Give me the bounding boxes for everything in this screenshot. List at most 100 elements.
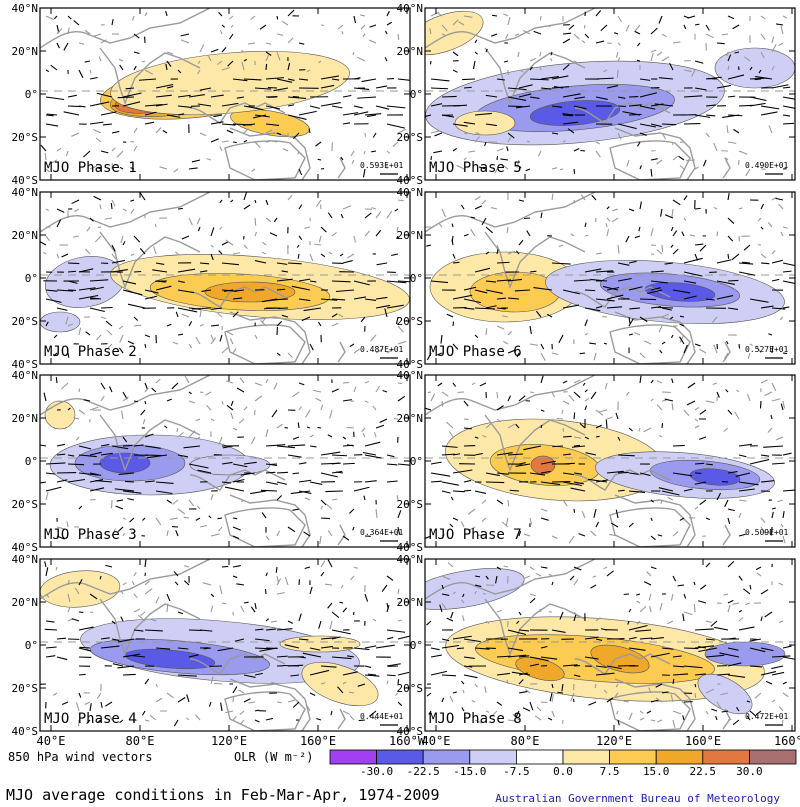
lat-label: 20°S xyxy=(397,315,424,328)
olr-contour xyxy=(704,641,786,667)
map-panel-7: 40°N 20°N 0° 20°S 40°S MJO Phase 7 0.509E+01 xyxy=(397,369,796,554)
lat-label: 40°N xyxy=(397,553,424,566)
wind-vectors-legend: 850 hPa wind vectors xyxy=(8,750,153,764)
phase-label: MJO Phase 8 xyxy=(429,711,522,727)
colorbar-swatch xyxy=(749,749,797,765)
vector-scale-label: 0.490E+01 xyxy=(745,161,789,170)
lon-label: 40°E xyxy=(37,734,66,748)
lat-label: 40°N xyxy=(12,553,39,566)
colorbar-tick: 30.0 xyxy=(736,765,763,778)
coastline xyxy=(40,192,346,364)
lat-label: 40°S xyxy=(397,541,424,554)
lat-label: 40°N xyxy=(12,186,39,199)
colorbar-swatch xyxy=(329,749,377,765)
lat-label: 40°S xyxy=(397,725,424,738)
coastline xyxy=(425,375,731,547)
lat-label: 20°S xyxy=(397,682,424,695)
colorbar-swatch xyxy=(469,749,517,765)
lat-label: 40°N xyxy=(397,186,424,199)
olr-contour xyxy=(301,661,379,707)
lat-label: 20°S xyxy=(12,131,39,144)
olr-contour xyxy=(454,110,516,136)
colorbar-tick: -22.5 xyxy=(407,765,440,778)
phase-label: MJO Phase 2 xyxy=(44,344,137,360)
colorbar-tick: 0.0 xyxy=(553,765,573,778)
map-panel-5: 40°N 20°N 0° 20°S 40°S MJO Phase 5 0.490E+01 xyxy=(397,2,796,187)
lon-label: 160°W xyxy=(774,734,800,748)
vector-scale-label: 0.364E+01 xyxy=(360,528,404,537)
colorbar-swatch xyxy=(702,749,750,765)
colorbar-tick: 22.5 xyxy=(690,765,717,778)
lat-label: 20°N xyxy=(397,412,424,425)
lat-label: 0° xyxy=(410,272,423,285)
lat-label: 20°N xyxy=(12,596,39,609)
coastline xyxy=(425,559,731,731)
lon-label: 120°E xyxy=(211,734,247,748)
olr-contour xyxy=(689,468,741,486)
lon-label: 120°E xyxy=(596,734,632,748)
phase-label: MJO Phase 5 xyxy=(429,160,522,176)
olr-contour xyxy=(279,635,361,653)
lon-label: 160°E xyxy=(685,734,721,748)
coastline xyxy=(40,8,346,180)
lat-label: 0° xyxy=(25,639,38,652)
lat-label: 0° xyxy=(25,88,38,101)
lat-label: 20°N xyxy=(397,229,424,242)
olr-contour xyxy=(425,10,484,56)
lat-label: 0° xyxy=(410,88,423,101)
colorbar-swatch xyxy=(655,749,704,765)
lat-label: 40°N xyxy=(12,369,39,382)
phase-label: MJO Phase 1 xyxy=(44,160,137,176)
colorbar-swatch xyxy=(516,749,564,765)
lat-label: 20°N xyxy=(12,229,39,242)
olr-contour xyxy=(530,455,556,475)
lat-label: 0° xyxy=(410,639,423,652)
phase-label: MJO Phase 6 xyxy=(429,344,522,360)
colorbar-swatch xyxy=(376,749,424,765)
lat-label: 0° xyxy=(25,272,38,285)
lat-label: 20°N xyxy=(397,45,424,58)
coastline xyxy=(40,375,346,547)
vector-scale-label: 0.444E+01 xyxy=(360,712,404,721)
vector-scale-label: 0.593E+01 xyxy=(360,161,404,170)
colorbar-tick: -15.0 xyxy=(453,765,486,778)
coastline xyxy=(40,559,346,731)
vector-scale-label: 0.472E+01 xyxy=(745,712,789,721)
colorbar-tick: 7.5 xyxy=(600,765,620,778)
colorbar-swatch xyxy=(562,749,610,765)
colorbar-swatch xyxy=(422,749,471,765)
colorbar-tick: -7.5 xyxy=(503,765,530,778)
vector-scale-label: 0.509E+01 xyxy=(745,528,789,537)
lat-label: 20°N xyxy=(12,45,39,58)
map-panel-8: 40°N 20°N 0° 20°S 40°S MJO Phase 8 0.472E+01 40… xyxy=(397,553,800,748)
lat-label: 40°N xyxy=(12,2,39,15)
coastline xyxy=(425,8,731,180)
lat-label: 40°S xyxy=(12,725,39,738)
lat-label: 40°S xyxy=(12,541,39,554)
vector-scale-label: 0.487E+01 xyxy=(360,345,404,354)
lat-label: 20°S xyxy=(12,315,39,328)
colorbar-tick: 15.0 xyxy=(643,765,670,778)
map-panel-3: 40°N 20°N 0° 20°S 40°S MJO Phase 3 0.364E+01 xyxy=(12,369,411,554)
map-panel-1: 40°N 20°N 0° 20°S 40°S MJO Phase 1 0.593E+01 xyxy=(12,2,411,187)
map-panel-2: 40°N 20°N 0° 20°S 40°S MJO Phase 2 0.487E+01 xyxy=(12,186,411,371)
phase-label: MJO Phase 3 xyxy=(44,527,137,543)
olr-colorbar: -30.0 -22.5 -15.0 -7.5 0.0 7.5 15.0 22.5 30.0 xyxy=(329,749,797,778)
phase-label: MJO Phase 7 xyxy=(429,527,522,543)
lat-label: 20°S xyxy=(397,131,424,144)
lat-label: 20°N xyxy=(397,596,424,609)
map-panel-6: 40°N 20°N 0° 20°S 40°S MJO Phase 6 0.527E+01 xyxy=(397,186,796,371)
lon-label: 160°W xyxy=(389,734,426,748)
coastline xyxy=(425,192,731,364)
vector-scale-label: 0.527E+01 xyxy=(745,345,789,354)
lat-label: 20°N xyxy=(12,412,39,425)
lon-label: 160°E xyxy=(300,734,336,748)
lat-label: 40°S xyxy=(12,358,39,371)
olr-contour xyxy=(110,51,350,115)
colorbar-swatch xyxy=(609,749,657,765)
lat-label: 20°S xyxy=(12,498,39,511)
olr-contour xyxy=(425,568,525,610)
lon-label: 80°E xyxy=(511,734,540,748)
olr-legend-label: OLR (W m⁻²) xyxy=(234,750,314,764)
lat-label: 40°N xyxy=(397,2,424,15)
